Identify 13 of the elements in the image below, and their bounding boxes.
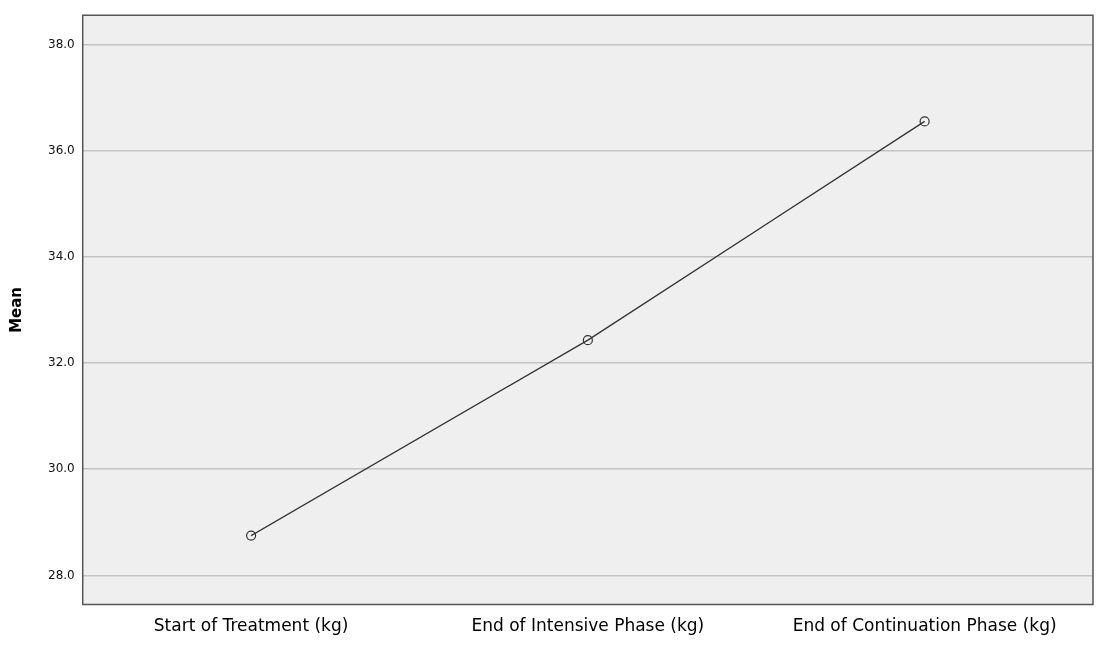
point <box>246 530 257 541</box>
x-tick-label: End of Intensive Phase (kg) <box>471 615 705 636</box>
y-axis-title: Mean <box>6 286 25 333</box>
y-tick-label: 36.0 <box>48 142 75 157</box>
y-tick-label: 34.0 <box>48 248 75 263</box>
point <box>582 335 593 346</box>
y-tick-label: 38.0 <box>48 36 75 51</box>
y-tick-label: 28.0 <box>48 567 75 582</box>
point <box>919 116 930 127</box>
x-tick-label: Start of Treatment (kg) <box>153 615 349 636</box>
y-tick-label: 30.0 <box>48 461 75 476</box>
x-tick-label: End of Continuation Phase (kg) <box>792 615 1057 636</box>
y-tick-label: 32.0 <box>48 355 75 370</box>
